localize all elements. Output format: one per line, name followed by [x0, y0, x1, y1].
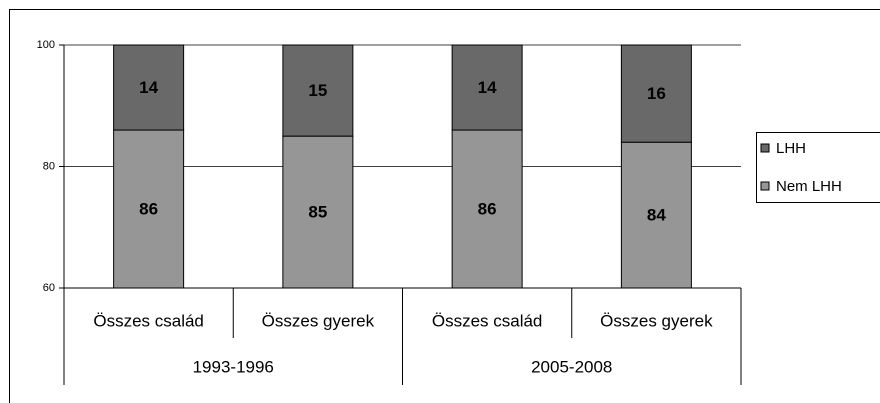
y-tick-label: 60: [43, 282, 55, 294]
x-tick-label: Összes gyerek: [600, 311, 713, 330]
bar-segment: [282, 135, 354, 289]
y-tick-label: 80: [43, 160, 55, 172]
data-label: 14: [139, 78, 158, 97]
data-label: 84: [647, 206, 666, 225]
data-label: 15: [308, 81, 327, 100]
bar-segment: [113, 44, 185, 131]
legend-label: LHH: [776, 140, 806, 157]
bar-segment: [113, 129, 185, 289]
x-tick-label: Összes család: [93, 311, 204, 330]
group-label: 1993-1996: [193, 357, 274, 376]
chart-frame: [9, 9, 880, 403]
data-label: 86: [139, 200, 158, 219]
bar-segment: [451, 44, 523, 131]
x-tick-label: Összes család: [432, 311, 543, 330]
data-label: 16: [647, 84, 666, 103]
data-label: 85: [308, 203, 327, 222]
bar-segment: [620, 44, 692, 143]
data-label: 86: [478, 200, 497, 219]
legend-box: [756, 132, 880, 203]
bar-segment: [282, 44, 354, 137]
legend-swatch: [760, 143, 770, 153]
data-label: 14: [478, 78, 497, 97]
x-tick-label: Összes gyerek: [262, 311, 375, 330]
legend-swatch: [760, 181, 770, 191]
group-label: 2005-2008: [531, 357, 612, 376]
legend-label: Nem LHH: [776, 178, 842, 195]
y-tick-label: 100: [37, 39, 55, 51]
